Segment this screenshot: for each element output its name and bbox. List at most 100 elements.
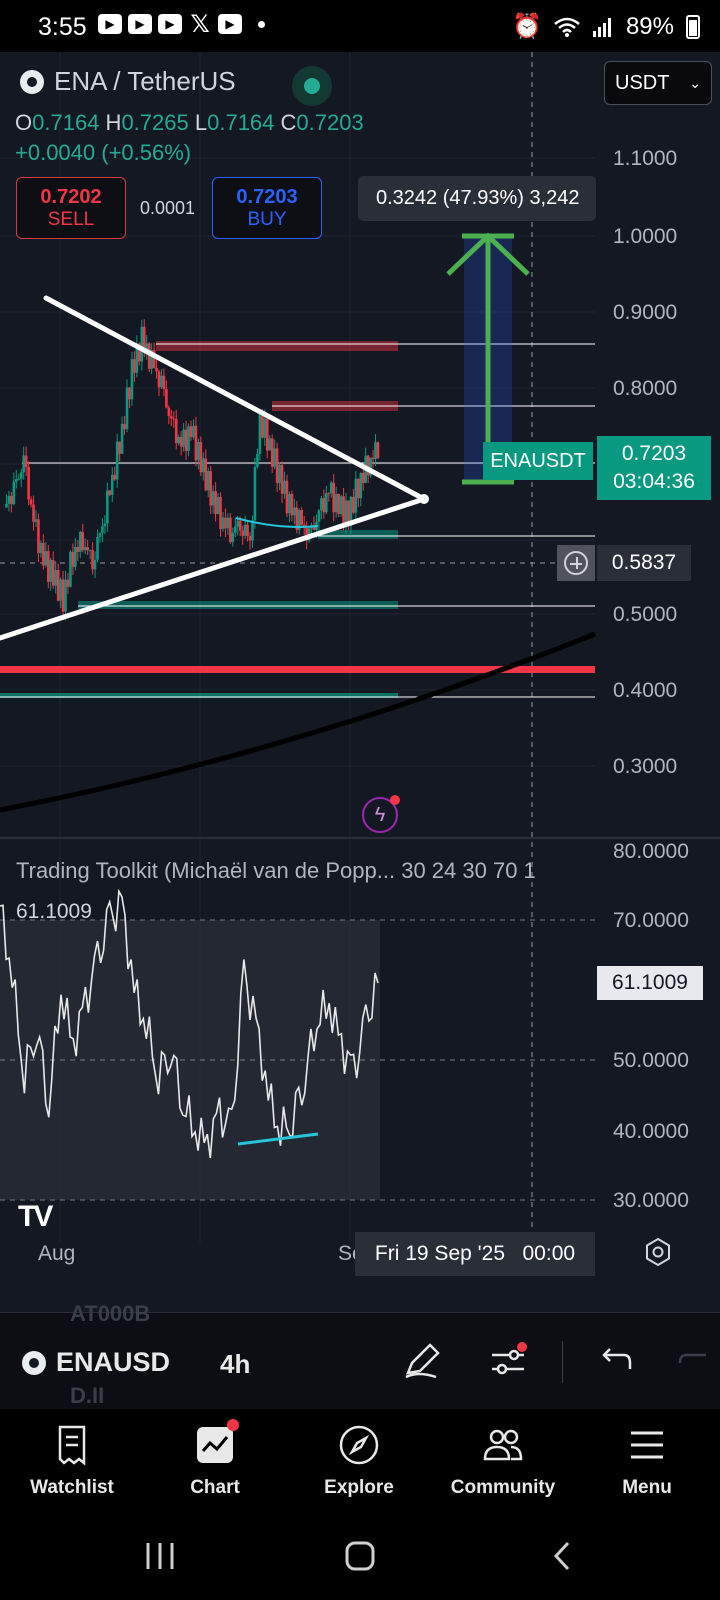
symbol-selector[interactable]: ENAUSD — [22, 1347, 170, 1378]
price-axis-label: 0.9000 — [613, 301, 678, 324]
battery-icon — [686, 14, 700, 39]
candle-body — [349, 496, 353, 526]
candle-body — [189, 426, 193, 438]
long-term-curve — [0, 631, 596, 813]
indicator-axis-label: 80.0000 — [613, 840, 689, 863]
chart-toolbar: AT000B D.II ENAUSD 4h — [0, 1301, 720, 1410]
measure-label: 0.3242 (47.93%) 3,242 — [358, 176, 596, 221]
close-value: 0.7203 — [296, 110, 364, 135]
indicator-settings-icon[interactable] — [484, 1337, 532, 1385]
candle-body — [344, 500, 348, 526]
candle-body — [5, 503, 8, 508]
candle-body — [170, 416, 173, 419]
menu-icon — [631, 1431, 663, 1459]
candle-body — [285, 480, 289, 514]
buy-button[interactable]: 0.7203 BUY — [212, 177, 322, 239]
crosshair-price-tag: 0.5837 — [597, 545, 691, 581]
currency-select[interactable]: USDT ⌄ — [604, 61, 712, 105]
candle-body — [140, 326, 144, 362]
redo-icon[interactable] — [672, 1337, 720, 1385]
candle-body — [115, 441, 119, 480]
candle-body — [202, 458, 205, 473]
candle-body — [325, 493, 328, 513]
candle-body — [19, 472, 23, 479]
ena-logo-icon — [20, 69, 44, 94]
add-alert-button[interactable] — [557, 545, 595, 581]
nav-chart[interactable]: Chart — [150, 1419, 280, 1499]
candle-body — [29, 499, 33, 505]
candle-body — [221, 517, 225, 529]
market-status-icon[interactable] — [292, 66, 332, 106]
candle-body — [295, 507, 299, 530]
candle-body — [231, 532, 235, 543]
back-icon[interactable] — [552, 1541, 572, 1571]
chart-area[interactable]: ENA / TetherUS USDT ⌄ O0.7164 H0.7265 L0… — [0, 52, 720, 1312]
currency-value: USDT — [615, 71, 670, 94]
candle-body — [142, 326, 146, 351]
alarm-icon: ⏰ — [512, 13, 542, 40]
system-icons: ⏰ 89% — [512, 12, 700, 41]
symbol-title[interactable]: ENA / TetherUS — [20, 66, 236, 97]
candle-body — [273, 448, 276, 467]
chart-settings-icon[interactable] — [642, 1236, 674, 1268]
candle-body — [133, 359, 136, 373]
candle-body — [224, 517, 227, 529]
pencil-icon[interactable] — [398, 1337, 446, 1385]
candle-body — [128, 387, 131, 400]
candle-body — [290, 493, 294, 516]
candle-body — [376, 442, 380, 459]
candle-body — [172, 418, 176, 420]
indicator-line — [0, 888, 379, 1159]
recent-apps-icon[interactable] — [144, 1541, 176, 1571]
candle-body — [15, 479, 18, 482]
nav-watchlist[interactable]: Watchlist — [7, 1423, 137, 1499]
nav-explore[interactable]: Explore — [294, 1423, 424, 1499]
candle-body — [44, 551, 48, 566]
price-axis-label: 0.8000 — [613, 377, 678, 400]
candle-body — [305, 528, 308, 541]
lightning-icon[interactable]: ϟ — [362, 795, 400, 833]
candle-body — [7, 495, 11, 504]
candle-body — [91, 550, 94, 570]
battery-text: 89% — [625, 12, 674, 40]
indicator-title[interactable]: Trading Toolkit (Michaël van de Popp... … — [16, 858, 536, 883]
indicator-value: 61.1009 — [16, 900, 92, 923]
candle-body — [312, 525, 316, 531]
ghost-text: D.II — [70, 1383, 105, 1408]
home-icon[interactable] — [344, 1541, 376, 1571]
candle-body — [241, 530, 244, 536]
candle-body — [327, 493, 331, 495]
candle-body — [49, 560, 53, 582]
timeframe-selector[interactable]: 4h — [220, 1349, 251, 1379]
candle-body — [182, 429, 185, 447]
chart-icon — [193, 1419, 239, 1467]
symbol-price-tag: ENAUSDT — [483, 442, 593, 480]
candle-body — [93, 559, 97, 570]
candle-body — [177, 437, 180, 444]
price-chart[interactable] — [0, 52, 720, 1312]
candle-body — [278, 465, 281, 484]
candle-body — [98, 533, 102, 537]
candle-body — [51, 560, 55, 586]
candle-body — [22, 455, 25, 473]
nav-community[interactable]: Community — [438, 1423, 568, 1499]
toolbar-divider — [562, 1341, 563, 1383]
trendline-lower — [0, 496, 427, 641]
candle-body — [214, 491, 217, 514]
candle-body — [46, 551, 50, 582]
undo-icon[interactable] — [590, 1337, 638, 1385]
candle-body — [86, 547, 89, 551]
candle-body — [238, 520, 242, 531]
candle-body — [108, 490, 112, 495]
sell-button[interactable]: 0.7202 SELL — [16, 177, 126, 239]
candle-body — [374, 442, 377, 460]
candle-body — [339, 496, 343, 514]
candle-body — [34, 519, 38, 522]
nav-menu[interactable]: Menu — [582, 1423, 712, 1499]
signal-icon — [592, 17, 611, 37]
plus-circle-icon — [564, 551, 588, 575]
candle-body — [280, 465, 284, 494]
candle-body — [265, 418, 269, 451]
candle-body — [174, 418, 178, 444]
candle-body — [243, 524, 247, 536]
